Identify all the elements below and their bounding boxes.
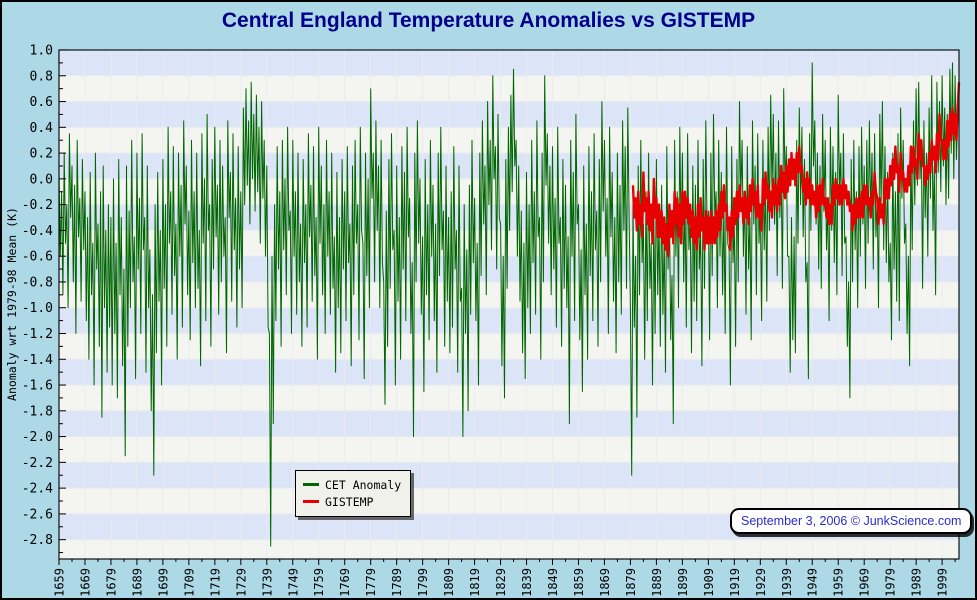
legend-item-cet: CET Anomaly bbox=[303, 476, 401, 493]
x-tick-label: 1899 bbox=[676, 568, 690, 597]
plot-stripe bbox=[59, 410, 959, 437]
legend-item-gistemp: GISTEMP bbox=[303, 493, 401, 510]
y-tick-label: 0.4 bbox=[30, 121, 54, 136]
y-tick-label: -0.8 bbox=[22, 275, 53, 290]
plot-stripe bbox=[59, 307, 959, 334]
x-tick-label: 1659 bbox=[53, 568, 67, 597]
x-tick-label: 1879 bbox=[624, 568, 638, 597]
plot-stripe bbox=[59, 385, 959, 411]
y-tick-label: -0.4 bbox=[22, 224, 53, 239]
gistemp-series-line bbox=[631, 82, 961, 258]
x-tick-label: 1809 bbox=[442, 568, 456, 597]
x-tick-label: 1959 bbox=[832, 568, 846, 597]
plot-stripe bbox=[59, 359, 959, 386]
plot-frame bbox=[58, 49, 960, 560]
datestamp-box: September 3, 2006 © JunkScience.com bbox=[730, 508, 973, 534]
y-tick-label: -1.4 bbox=[22, 353, 53, 368]
x-tick-label: 1689 bbox=[130, 568, 144, 597]
y-tick-label: -1.6 bbox=[22, 379, 53, 394]
plot-stripe bbox=[59, 75, 959, 102]
y-tick-label: 0.2 bbox=[30, 147, 53, 162]
plot-stripe bbox=[59, 281, 959, 308]
y-tick-label: -1.2 bbox=[22, 327, 53, 342]
x-tick-label: 1989 bbox=[910, 568, 924, 597]
x-tick-label: 1919 bbox=[728, 568, 742, 597]
plot-stripe bbox=[59, 256, 959, 282]
plot-stripe bbox=[59, 436, 959, 463]
x-tick-label: 1969 bbox=[858, 568, 872, 597]
y-tick-label: -2.4 bbox=[22, 482, 53, 497]
legend-label-cet: CET Anomaly bbox=[325, 477, 402, 492]
y-tick-label: 0.0 bbox=[30, 172, 53, 187]
x-tick-label: 1669 bbox=[78, 568, 92, 597]
x-tick-label: 1869 bbox=[598, 568, 612, 597]
plot-stripe bbox=[59, 539, 959, 559]
plot-stripe bbox=[59, 462, 959, 489]
x-tick-label: 1739 bbox=[260, 568, 274, 597]
x-tick-label: 1679 bbox=[104, 568, 118, 597]
y-tick-label: -2.2 bbox=[22, 456, 53, 471]
legend-label-gistemp: GISTEMP bbox=[325, 494, 374, 509]
x-tick-label: 1789 bbox=[390, 568, 404, 597]
x-tick-label: 1759 bbox=[312, 568, 326, 597]
x-tick-label: 1999 bbox=[936, 568, 950, 597]
plot-stripe bbox=[59, 230, 959, 257]
cet-series-line bbox=[58, 62, 960, 547]
gistemp-line-swatch bbox=[303, 500, 319, 503]
x-tick-label: 1719 bbox=[208, 568, 222, 597]
x-tick-label: 1939 bbox=[780, 568, 794, 597]
x-tick-label: 1799 bbox=[416, 568, 430, 597]
x-tick-label: 1829 bbox=[494, 568, 508, 597]
y-tick-label: -1.0 bbox=[22, 301, 53, 316]
plot-stripe bbox=[59, 101, 959, 128]
y-tick-label: -0.2 bbox=[22, 198, 53, 213]
x-tick-label: 1849 bbox=[546, 568, 560, 597]
x-tick-label: 1889 bbox=[650, 568, 664, 597]
cet-line-swatch bbox=[303, 483, 319, 486]
plot-stripe bbox=[59, 50, 959, 76]
y-tick-label: -2.8 bbox=[22, 533, 53, 548]
chart-title: Central England Temperature Anomalies vs… bbox=[221, 9, 756, 32]
x-tick-label: 1949 bbox=[806, 568, 820, 597]
x-tick-label: 1979 bbox=[884, 568, 898, 597]
x-tick-label: 1749 bbox=[286, 568, 300, 597]
x-tick-label: 1909 bbox=[702, 568, 716, 597]
y-tick-label: -0.6 bbox=[22, 250, 53, 265]
y-tick-label: 0.6 bbox=[30, 95, 53, 110]
x-tick-label: 1769 bbox=[338, 568, 352, 597]
y-tick-label: 1.0 bbox=[30, 44, 53, 59]
x-tick-label: 1819 bbox=[468, 568, 482, 597]
x-tick-label: 1699 bbox=[156, 568, 170, 597]
x-tick-label: 1859 bbox=[572, 568, 586, 597]
x-tick-label: 1779 bbox=[364, 568, 378, 597]
y-tick-label: -2.0 bbox=[22, 430, 53, 445]
plot-stripe bbox=[59, 333, 959, 360]
legend-box: CET Anomaly GISTEMP bbox=[295, 470, 412, 517]
x-tick-label: 1729 bbox=[234, 568, 248, 597]
x-tick-label: 1709 bbox=[182, 568, 196, 597]
x-tick-label: 1839 bbox=[520, 568, 534, 597]
x-tick-label: 1929 bbox=[754, 568, 768, 597]
y-tick-label: 0.8 bbox=[30, 69, 53, 84]
datestamp-text: September 3, 2006 © JunkScience.com bbox=[741, 514, 962, 528]
y-tick-label: -2.6 bbox=[22, 507, 53, 522]
y-tick-label: -1.8 bbox=[22, 404, 53, 419]
